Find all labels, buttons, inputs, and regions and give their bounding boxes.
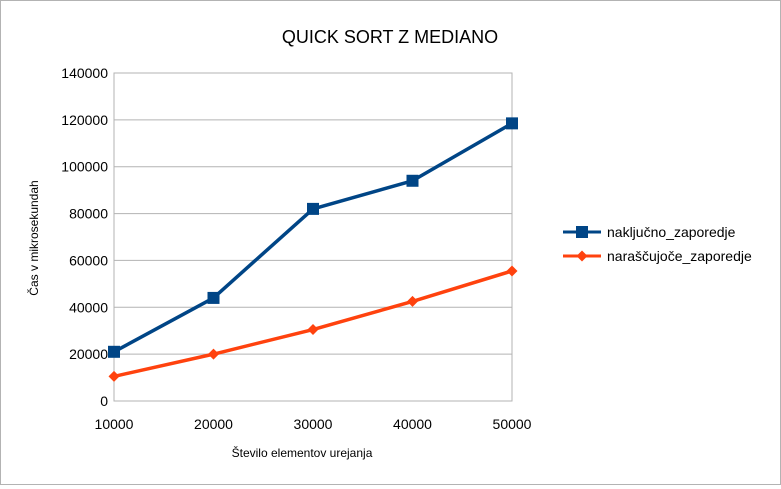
x-tick-label: 20000 bbox=[194, 416, 233, 432]
legend-label: naraščujoče_zaporedje bbox=[607, 248, 752, 264]
series-point bbox=[506, 117, 518, 130]
legend-entry: naraščujoče_zaporedje bbox=[563, 248, 752, 264]
x-axis-label: Število elementov urejanja bbox=[232, 445, 373, 460]
series-point bbox=[207, 291, 220, 304]
y-tick-label: 120000 bbox=[61, 112, 108, 128]
series-point bbox=[108, 345, 120, 358]
x-tick-label: 40000 bbox=[393, 416, 432, 432]
series-point bbox=[506, 265, 518, 277]
x-axis-ticks: 10000 20000 30000 40000 50000 bbox=[95, 416, 532, 432]
chart-title: QUICK SORT Z MEDIANO bbox=[282, 27, 498, 47]
series-point bbox=[307, 202, 319, 215]
x-tick-label: 10000 bbox=[95, 416, 134, 432]
series-point bbox=[407, 295, 418, 307]
series-point bbox=[108, 370, 120, 382]
y-axis-ticks: 0 20000 40000 60000 80000 100000 120000 140000 bbox=[61, 65, 108, 409]
y-tick-label: 80000 bbox=[69, 206, 108, 222]
y-tick-label: 20000 bbox=[69, 346, 108, 362]
y-tick-label: 100000 bbox=[61, 159, 108, 175]
y-tick-label: 60000 bbox=[69, 252, 108, 268]
series-2 bbox=[108, 265, 518, 382]
series-line bbox=[113, 269, 513, 379]
legend: naključno_zaporedje naraščujoče_zaporedje bbox=[563, 224, 752, 264]
y-axis-label: Čas v mikrosekundah bbox=[26, 180, 41, 295]
series-point bbox=[208, 348, 219, 360]
series-point bbox=[406, 174, 419, 187]
grid bbox=[114, 72, 512, 402]
y-tick-label: 0 bbox=[100, 393, 108, 409]
plot-frame bbox=[113, 72, 513, 402]
series-point bbox=[307, 324, 319, 336]
series bbox=[108, 117, 518, 382]
series-1 bbox=[108, 117, 518, 358]
y-tick-label: 40000 bbox=[69, 299, 108, 315]
x-tick-label: 30000 bbox=[294, 416, 333, 432]
legend-entry: naključno_zaporedje bbox=[563, 224, 736, 240]
legend-label: naključno_zaporedje bbox=[607, 224, 736, 240]
x-tick-label: 50000 bbox=[493, 416, 532, 432]
series-line bbox=[113, 121, 513, 354]
y-tick-label: 140000 bbox=[61, 65, 108, 81]
legend-marker bbox=[576, 226, 588, 238]
legend-marker bbox=[576, 250, 588, 262]
